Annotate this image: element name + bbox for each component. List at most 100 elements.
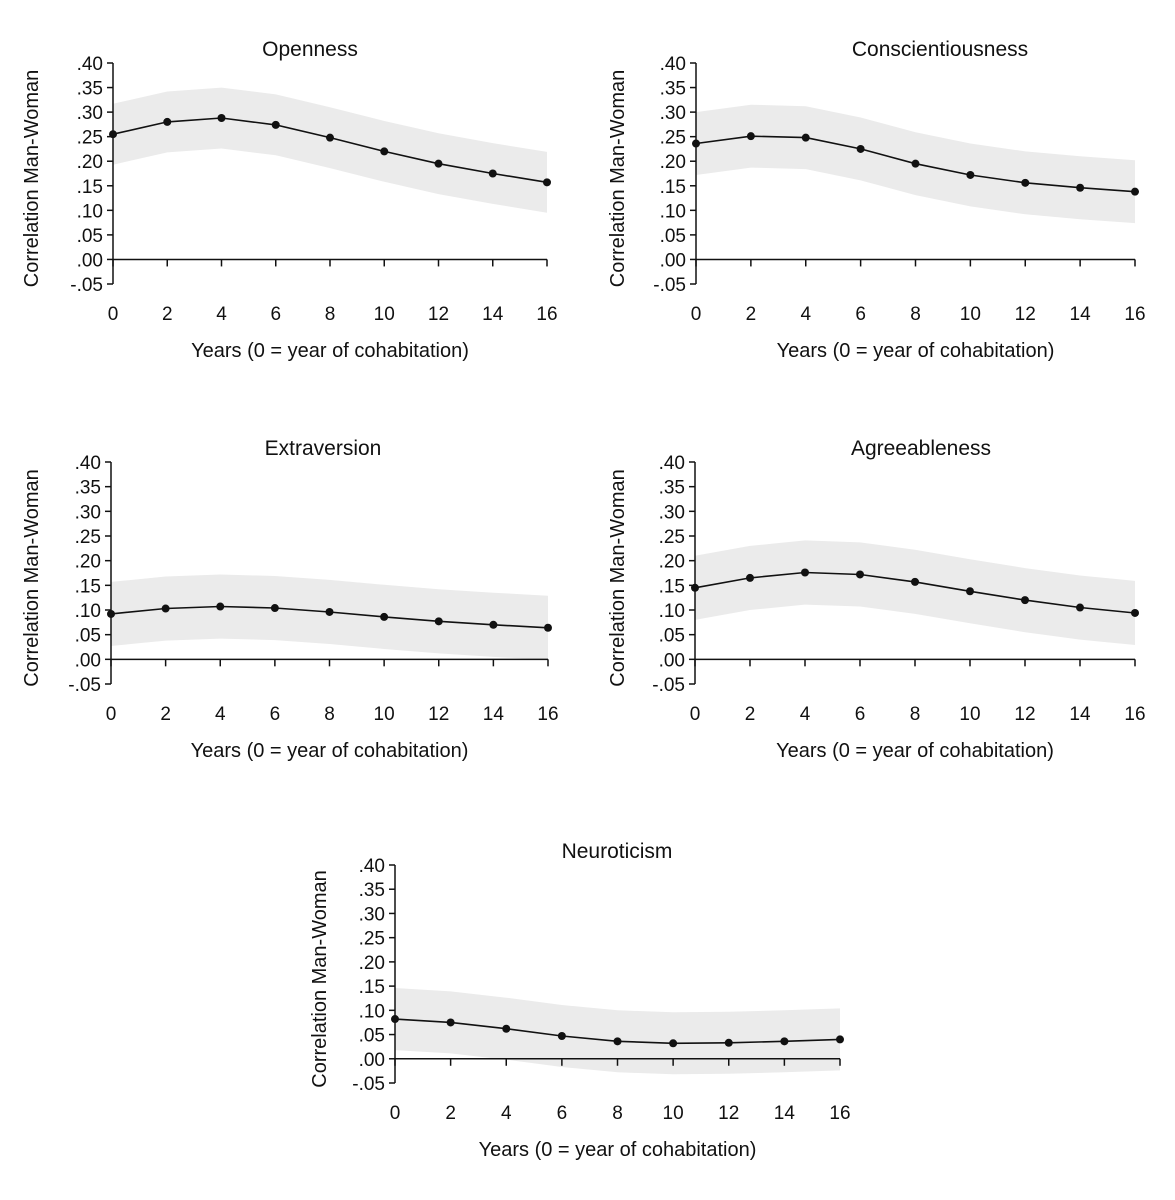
chart3-data-point: [489, 620, 498, 629]
chart1-y-tick-label: .05: [77, 226, 103, 247]
chart1-y-tick-label: .25: [77, 128, 103, 149]
chart4-x-axis-label: Years (0 = year of cohabitation): [776, 740, 1054, 762]
chart5-data-point: [669, 1039, 678, 1048]
chart2-data-point: [966, 170, 975, 179]
chart3-y-tick-label: .35: [75, 478, 101, 499]
chart3-y-tick-label: .30: [75, 502, 101, 523]
chart3-y-tick-label: .40: [75, 453, 101, 474]
chart1: Openness .40 .35 .30 .25 .20 .15 .10 .05 .00 -.050…: [21, 38, 558, 362]
chart1-x-tick-label: 14: [482, 304, 504, 325]
chart3-x-tick-label: 14: [483, 704, 505, 725]
chart3-data-point: [434, 617, 443, 626]
chart2-data-point: [801, 133, 810, 142]
chart5-y-tick-label: .30: [359, 904, 385, 925]
chart5-data-point: [613, 1037, 622, 1046]
chart5-x-tick-label: 4: [501, 1103, 512, 1124]
chart2-y-tick-label: .10: [660, 201, 686, 222]
chart1-y-tick-label: .20: [77, 152, 103, 173]
chart4-x-tick-label: 12: [1014, 704, 1035, 725]
chart3-y-tick-label: .20: [75, 552, 101, 573]
chart4-y-tick-label: .40: [659, 453, 685, 474]
chart3-y-tick-label: .00: [75, 650, 101, 671]
chart1-x-tick-label: 16: [536, 304, 557, 325]
chart4-y-tick-label: .35: [659, 478, 685, 499]
chart5: Neuroticism .40 .35 .30 .25 .20 .15 .10 .05 .00 -.…: [309, 840, 851, 1161]
chart3-y-tick-label: .25: [75, 527, 101, 548]
chart3-x-tick-label: 10: [374, 704, 395, 725]
chart2-x-tick-label: 2: [746, 304, 757, 325]
chart1-x-tick-label: 10: [374, 304, 395, 325]
chart4-x-tick-label: 4: [800, 704, 811, 725]
chart4-data-point: [1076, 603, 1084, 612]
chart1-y-tick-label: .35: [77, 79, 103, 100]
chart3-data-point: [270, 604, 279, 613]
chart2-data-point: [1021, 178, 1030, 187]
chart4-data-point: [801, 568, 809, 577]
chart2-x-tick-label: 8: [910, 304, 921, 325]
chart2-x-tick-label: 16: [1124, 304, 1145, 325]
chart5-y-tick-label: .05: [359, 1026, 385, 1047]
chart3-data-point: [216, 602, 225, 611]
chart3-title: Extraversion: [265, 437, 382, 460]
chart1-data-point: [326, 133, 334, 142]
chart5-x-tick-label: 12: [718, 1103, 739, 1124]
chart2-x-tick-label: 12: [1015, 304, 1036, 325]
chart3-x-tick-label: 16: [537, 704, 558, 725]
chart3-y-tick-label: .10: [75, 601, 101, 622]
chart4-y-tick-label: .30: [659, 502, 685, 523]
chart2-x-tick-label: 4: [800, 304, 811, 325]
chart5-data-point: [557, 1032, 566, 1041]
chart5-y-axis-label: Correlation Man-Woman: [309, 870, 331, 1088]
chart1-data-point: [109, 130, 117, 139]
chart3-data-point: [161, 604, 170, 613]
chart2-x-tick-label: 10: [960, 304, 981, 325]
chart4-x-tick-label: 0: [690, 704, 701, 725]
chart4-x-tick-label: 16: [1124, 704, 1145, 725]
chart3-y-tick-label: -.05: [68, 675, 101, 696]
chart2-data-point: [692, 139, 700, 148]
chart3-x-tick-label: 2: [160, 704, 171, 725]
chart1-x-tick-label: 4: [216, 304, 227, 325]
chart3-data-point: [107, 609, 115, 618]
chart3-x-tick-label: 4: [215, 704, 226, 725]
chart5-confidence-band: [395, 988, 840, 1075]
chart2-data-point: [856, 144, 865, 153]
chart1-y-axis-label: Correlation Man-Woman: [21, 70, 43, 288]
chart5-x-tick-label: 6: [557, 1103, 568, 1124]
chart4-confidence-band: [695, 540, 1135, 645]
chart2-y-tick-label: .25: [660, 128, 686, 149]
chart5-y-tick-label: .00: [359, 1050, 385, 1071]
chart5-data-point: [391, 1015, 399, 1024]
chart4-title: Agreeableness: [851, 437, 991, 460]
chart2-y-tick-label: .15: [660, 177, 686, 198]
chart3: Extraversion .40 .35 .30 .25 .20 .15 .10 .05 .00 -…: [21, 437, 559, 762]
chart5-data-point: [836, 1035, 844, 1044]
chart1-data-point: [543, 178, 551, 187]
chart4-data-point: [746, 573, 754, 582]
chart4-data-point: [1021, 596, 1029, 605]
chart5-x-tick-label: 8: [612, 1103, 623, 1124]
chart3-data-point: [380, 612, 389, 621]
chart2-data-point: [746, 132, 755, 141]
chart4-y-tick-label: .15: [659, 576, 685, 597]
chart5-x-axis-label: Years (0 = year of cohabitation): [479, 1139, 757, 1161]
chart2-x-tick-label: 6: [855, 304, 866, 325]
chart5-title: Neuroticism: [562, 840, 673, 863]
chart4-data-point: [1131, 608, 1139, 617]
chart5-x-tick-label: 14: [774, 1103, 796, 1124]
chart5-x-tick-label: 10: [663, 1103, 684, 1124]
chart4-y-tick-label: .25: [659, 527, 685, 548]
chart4-data-point: [911, 577, 919, 586]
chart3-x-tick-label: 0: [106, 704, 117, 725]
chart1-y-tick-label: .40: [77, 54, 103, 75]
chart4-data-point: [691, 583, 699, 592]
chart5-x-tick-label: 2: [445, 1103, 456, 1124]
chart3-x-tick-label: 6: [270, 704, 281, 725]
chart1-x-axis-label: Years (0 = year of cohabitation): [191, 340, 469, 362]
chart1-y-tick-label: .15: [77, 177, 103, 198]
chart4-y-tick-label: .05: [659, 626, 685, 647]
chart5-y-tick-label: .15: [359, 977, 385, 998]
chart5-y-tick-label: .10: [359, 1001, 385, 1022]
chart5-x-tick-label: 0: [390, 1103, 401, 1124]
chart1-data-point: [217, 114, 226, 123]
